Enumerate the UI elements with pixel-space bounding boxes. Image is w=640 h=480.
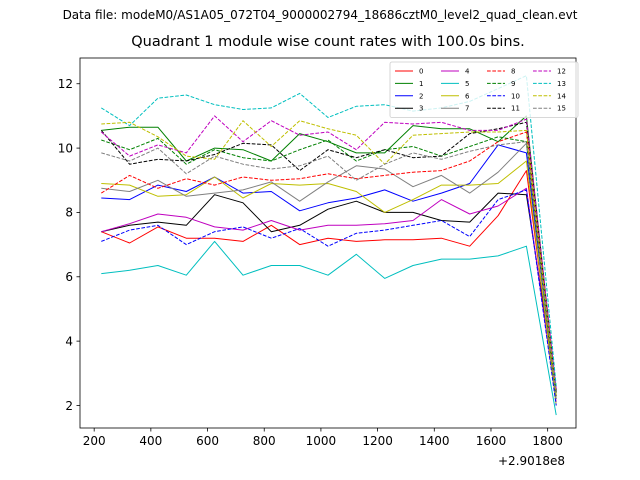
- series-line-9: [101, 136, 557, 400]
- y-tick-label: 8: [65, 206, 73, 220]
- legend-label-3: 3: [419, 105, 423, 113]
- legend-label-13: 13: [557, 80, 566, 88]
- legend-label-6: 6: [465, 92, 470, 100]
- legend-label-7: 7: [465, 105, 469, 113]
- legend-label-11: 11: [511, 105, 520, 113]
- series-line-13: [101, 75, 557, 387]
- legend-label-0: 0: [419, 68, 423, 76]
- x-tick-label: 1200: [362, 434, 393, 448]
- series-line-5: [101, 240, 557, 416]
- legend-label-12: 12: [557, 68, 566, 76]
- series-line-6: [101, 160, 557, 406]
- legend-label-9: 9: [511, 80, 515, 88]
- legend-label-10: 10: [511, 92, 520, 100]
- axes-frame: [79, 57, 577, 429]
- series-line-3: [101, 192, 557, 390]
- series-line-8: [101, 131, 557, 396]
- y-tick-label: 6: [65, 270, 73, 284]
- series-line-15: [101, 141, 557, 400]
- legend-label-8: 8: [511, 68, 515, 76]
- y-tick-label: 4: [65, 334, 73, 348]
- series-line-7: [101, 142, 557, 396]
- y-tick-label: 10: [58, 141, 73, 155]
- legend-label-1: 1: [419, 80, 423, 88]
- chart-title: Quadrant 1 module wise count rates with …: [131, 34, 525, 50]
- series-line-10: [101, 189, 557, 406]
- x-tick-label: 600: [196, 434, 219, 448]
- x-tick-label: 800: [253, 434, 276, 448]
- series-line-1: [101, 115, 557, 393]
- data-file-title: Data file: modeM0/AS1A05_072T04_90000027…: [62, 8, 578, 22]
- y-tick-label: 12: [58, 77, 73, 91]
- x-tick-label: 400: [139, 434, 162, 448]
- x-tick-label: 1800: [532, 434, 563, 448]
- series-line-12: [100, 115, 557, 390]
- legend-label-4: 4: [465, 68, 470, 76]
- series-line-14: [101, 120, 557, 396]
- series-line-4: [101, 187, 557, 403]
- series-line-2: [101, 144, 557, 396]
- legend-label-15: 15: [557, 105, 566, 113]
- series-line-0: [101, 170, 557, 400]
- legend-label-14: 14: [557, 92, 566, 100]
- x-tick-label: 1000: [306, 434, 337, 448]
- x-tick-label: 200: [83, 434, 106, 448]
- legend-box: [389, 61, 579, 118]
- x-tick-label: 1400: [419, 434, 450, 448]
- legend-label-5: 5: [465, 80, 469, 88]
- legend-label-2: 2: [419, 92, 423, 100]
- x-axis-offset-label: +2.9018e8: [498, 454, 566, 468]
- y-tick-label: 2: [65, 399, 73, 413]
- x-tick-label: 1600: [476, 434, 507, 448]
